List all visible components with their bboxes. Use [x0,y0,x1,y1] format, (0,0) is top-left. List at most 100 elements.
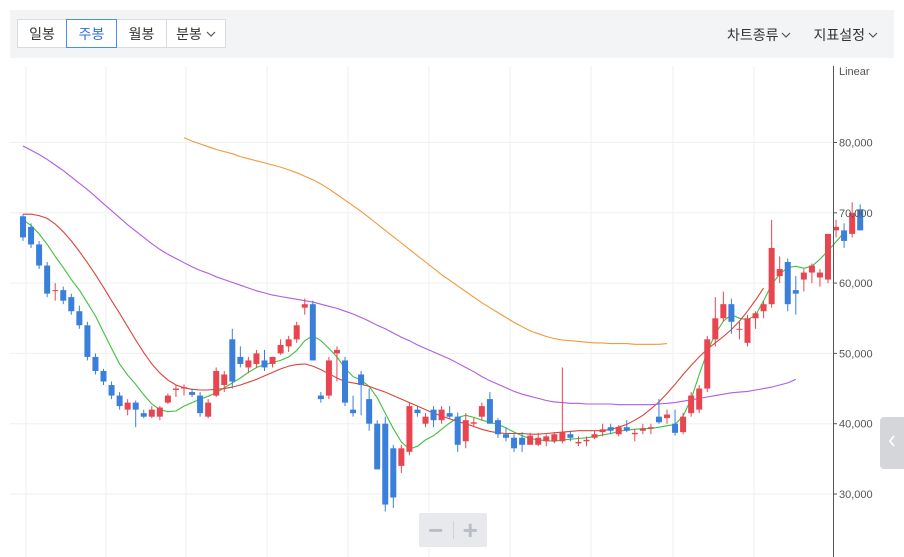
candle-body [470,422,477,424]
candle-body [430,409,437,421]
candle [221,370,228,393]
candle-body [366,399,373,424]
candle-body [535,437,542,445]
candle-body [841,230,848,241]
candle-body [825,233,831,280]
candle [301,298,308,315]
candle [825,233,831,284]
candle-body [551,434,558,442]
candle [712,297,719,347]
candle [696,385,703,414]
candle-body [52,290,59,292]
candle [527,432,534,445]
candle [414,406,421,417]
candle-body [342,360,348,403]
candle-body [849,212,856,234]
tab-minute[interactable]: 분봉 [166,19,226,48]
candle-body [808,265,815,273]
candle-body [704,339,711,389]
chart-menus: 차트종류 지표설정 [727,25,878,45]
candle [20,214,26,241]
y-tick-label: 70,000 [839,208,873,220]
candle [623,420,630,433]
candle-body [591,434,598,438]
candle-body [68,297,75,312]
candle [325,356,332,400]
candle [647,423,654,435]
chart-type-menu[interactable]: 차트종류 [727,25,792,45]
candle [583,436,590,447]
candle-body [696,388,703,410]
candle [132,400,139,428]
candle [342,356,348,407]
zoom-in-button[interactable]: + [454,513,488,547]
candle [422,413,429,428]
candle-body [768,247,775,305]
candle [358,370,365,416]
candle-body [776,269,783,277]
chevron-down-icon [868,32,878,38]
tab-weekly[interactable]: 주봉 [66,19,117,48]
candle [486,392,493,424]
candle [205,399,212,419]
tab-daily[interactable]: 일봉 [17,19,67,48]
zoom-control: − + [419,513,487,547]
candle-body [543,436,550,442]
candle [390,444,397,509]
candle-body [688,395,695,414]
candle [237,346,244,368]
candles [20,202,864,512]
candle [398,444,405,473]
candle-body [833,226,840,231]
candle-body [664,414,670,419]
candle [760,300,767,319]
candle-body [213,370,220,396]
candle-body [406,406,413,452]
minus-icon: − [428,514,444,545]
zoom-out-button[interactable]: − [419,513,453,547]
candle [784,258,791,312]
candle-body [583,439,590,442]
candle [156,406,163,421]
chevron-down-icon [206,31,216,37]
candle [52,283,59,301]
candle [503,427,509,442]
candle-body [197,395,204,414]
candle-body [390,448,397,498]
candle [833,219,840,238]
candle-body [132,402,139,410]
indicator-settings-menu[interactable]: 지표설정 [813,25,878,45]
candle [164,393,171,405]
candle [462,413,469,449]
candle [172,385,179,397]
candle [382,416,389,512]
tab-daily-label: 일봉 [29,25,55,42]
candle-body [816,272,823,278]
candle [100,368,107,386]
candle [680,413,687,435]
candle [808,263,815,284]
candle [454,412,461,452]
candle-body [527,435,534,445]
candle-body [559,432,566,442]
candle-body [253,353,260,364]
tab-monthly[interactable]: 월봉 [116,19,167,48]
candle-body [511,437,518,449]
candle [253,349,260,368]
zoom-divider [452,521,454,539]
candle [543,434,550,447]
plus-icon: + [462,514,478,545]
side-panel-toggle[interactable] [880,417,904,469]
candle-body [60,290,67,301]
candle-body [181,387,187,389]
candle [124,399,131,416]
candle [655,399,662,424]
candle-body [245,360,252,368]
candle-body [607,427,614,431]
candle [776,256,783,284]
candle [591,430,598,440]
price-axis: Linear 30,000 40,000 50,000 60,000 70,000 80,… [833,66,873,557]
candle-body [503,434,509,438]
moving-average-lines [22,137,845,450]
